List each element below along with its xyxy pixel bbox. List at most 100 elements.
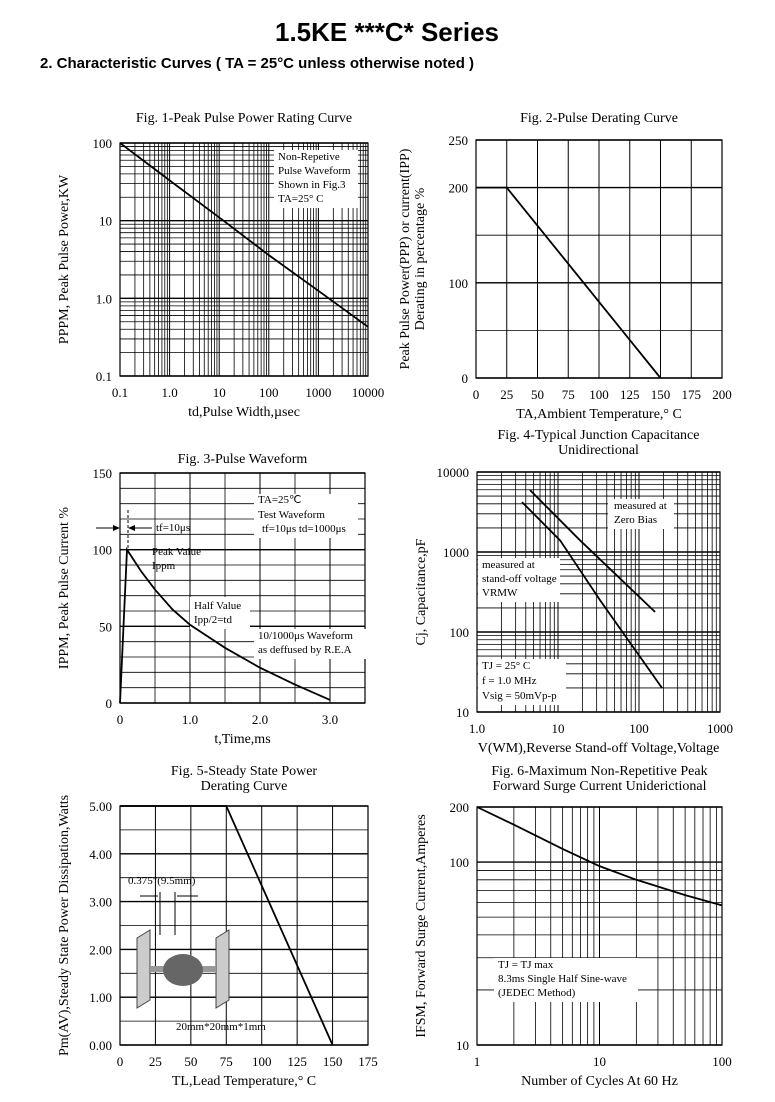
chart-title: Fig. 1-Peak Pulse Power Rating Curve [136,111,352,126]
y-tick-label: 10 [456,705,469,720]
x-tick-label: 0 [117,1054,124,1069]
plate [136,929,151,1009]
curve [476,806,723,907]
annotation: measured at [482,559,535,571]
annotation: Pulse Waveform [278,165,351,177]
x-axis-label: t,Time,ms [214,732,270,747]
annotation: TA=25℃ [258,494,301,506]
x-tick-label: 100 [259,385,279,400]
x-tick-label: 150 [323,1054,343,1069]
annotation-box [478,659,566,705]
annotation: 10/1000μs Waveform [258,630,353,642]
curve [119,546,331,704]
y-axis-label: IPPM, Peak Pulse Current % [57,507,72,670]
y-tick-label: 200 [450,800,470,815]
y-axis-label: Derating in percentage % [413,187,428,330]
diode-diagram: 0.375"(9.5mm) 20mm*20mm*1mm [128,875,266,1033]
annotation-box [274,150,358,208]
diode-body [163,954,203,986]
x-axis-label: TL,Lead Temperature,° C [172,1074,316,1089]
chart-title: Forward Surge Current Uniderictional [493,779,707,794]
x-tick-label: 1000 [305,385,331,400]
x-tick-label: 50 [531,387,544,402]
curve [120,805,334,1046]
page-subtitle: 2. Characteristic Curves ( TA = 25°C unl… [40,55,474,72]
chart-title: Fig. 6-Maximum Non-Repetitive Peak [491,764,707,779]
plate [215,929,230,1009]
x-tick-label: 100 [252,1054,272,1069]
plot-frame [119,472,366,704]
x-tick-label: 75 [562,387,575,402]
x-tick-label: 10000 [352,385,385,400]
x-tick-label: 200 [712,387,732,402]
x-tick-label: 1.0 [161,385,177,400]
annotation-box [190,597,250,629]
chart-title: Fig. 3-Pulse Waveform [178,452,308,467]
y-tick-label: 0 [106,696,113,711]
x-tick-label: 10 [593,1054,606,1069]
diagram-label: 20mm*20mm*1mm [176,1021,266,1033]
x-tick-label: 0 [117,712,124,727]
y-tick-label: 10000 [437,465,470,480]
x-axis-label: Number of Cycles At 60 Hz [521,1074,678,1089]
x-tick-label: 0 [473,387,480,402]
x-tick-label: 1.0 [469,721,485,736]
annotation: TJ = 25° C [482,660,530,672]
chart-title: Fig. 5-Steady State Power [171,764,318,779]
x-axis-label: td,Pulse Width,µsec [188,405,300,420]
y-tick-label: 1.0 [96,291,112,306]
annotation-box [254,494,358,538]
curve [476,186,662,379]
y-tick-label: 10 [99,214,112,229]
y-tick-label: 100 [93,136,113,151]
curve [529,489,656,613]
x-tick-label: 175 [358,1054,378,1069]
y-tick-label: 200 [449,181,469,196]
annotation: measured at [614,500,667,512]
annotation-box [494,958,638,1002]
arrowhead [113,525,120,531]
annotation: TA=25° C [278,193,323,205]
y-tick-label: 2.00 [89,942,112,957]
y-tick-label: 1000 [443,545,469,560]
y-tick-label: 250 [449,133,469,148]
y-axis-label: Cj, Capacitance,pF [414,538,429,645]
x-tick-label: 25 [149,1054,162,1069]
plot-frame [476,806,723,1046]
x-tick-label: 1 [474,1054,481,1069]
y-tick-label: 0.00 [89,1038,112,1053]
x-tick-label: 100 [712,1054,732,1069]
annotation: Vsig = 50mVp-p [482,690,557,702]
y-tick-label: 50 [99,619,112,634]
x-tick-label: 1000 [707,721,733,736]
y-axis-label: IFSM, Forward Surge Current,Amperes [414,814,429,1037]
y-tick-label: 100 [450,625,470,640]
curve [521,501,663,689]
x-tick-label: 100 [629,721,649,736]
curve [119,142,369,328]
annotation-box [608,499,674,529]
annotation: (JEDEC Method) [498,987,576,999]
annotation: Ipp/2=td [194,614,232,626]
page-title: 1.5KE ***C* Series [275,17,499,47]
x-tick-label: 2.0 [252,712,268,727]
plot-frame [119,805,369,1046]
x-tick-label: 125 [287,1054,307,1069]
y-tick-label: 3.00 [89,895,112,910]
y-axis-label: Pm(AV),Steady State Power Dissipation,Wa… [57,795,72,1056]
x-tick-label: 0.1 [112,385,128,400]
annotation: tf=10μs [156,522,190,534]
annotation: TJ = TJ max [498,959,554,971]
x-tick-label: 75 [220,1054,233,1069]
x-tick-label: 100 [589,387,609,402]
annotation: Non-Repetive [278,151,340,163]
annotation: Zero Bias [614,514,657,526]
annotation: f = 1.0 MHz [482,675,537,687]
x-tick-label: 10 [552,721,565,736]
annotation: stand-off voltage [482,573,557,585]
x-tick-label: 50 [184,1054,197,1069]
y-tick-label: 100 [450,855,470,870]
y-tick-label: 100 [449,276,469,291]
